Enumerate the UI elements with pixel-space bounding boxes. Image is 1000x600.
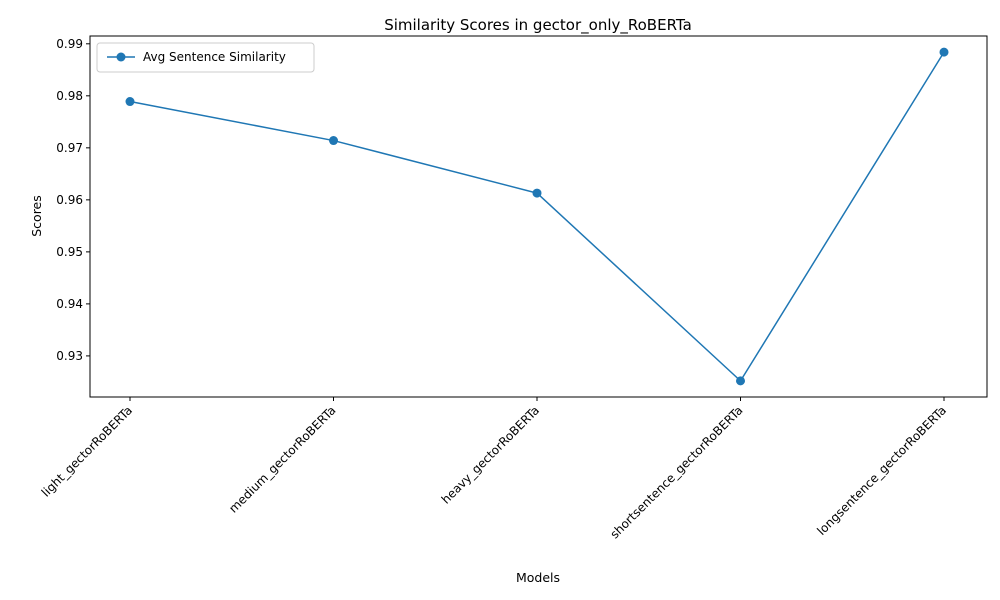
x-tick-label: shortsentence_gectorRoBERTa — [607, 403, 745, 541]
y-tick-label: 0.96 — [56, 193, 83, 207]
y-axis-ticks: 0.93 0.94 0.95 0.96 0.97 0.98 0.99 — [56, 37, 90, 363]
x-tick-label: longsentence_gectorRoBERTa — [814, 403, 949, 538]
x-axis-label: Models — [516, 570, 560, 585]
data-point — [939, 47, 949, 57]
x-axis-ticks: light_gectorRoBERTa medium_gectorRoBERTa h… — [39, 397, 949, 541]
y-axis-label: Scores — [29, 195, 44, 237]
data-point — [532, 188, 542, 198]
y-tick-label: 0.95 — [56, 245, 83, 259]
legend-series-label: Avg Sentence Similarity — [143, 50, 286, 64]
y-tick-label: 0.94 — [56, 297, 83, 311]
y-tick-label: 0.93 — [56, 349, 83, 363]
data-point — [736, 376, 745, 386]
y-tick-label: 0.98 — [56, 89, 83, 103]
plot-area-frame — [89, 35, 988, 398]
legend: Avg Sentence Similarity — [96, 42, 315, 73]
x-tick-label: light_gectorRoBERTa — [39, 403, 135, 499]
series-line — [129, 51, 945, 382]
x-tick-label: medium_gectorRoBERTa — [226, 403, 338, 515]
data-point — [329, 136, 338, 146]
y-tick-label: 0.99 — [56, 37, 83, 51]
series-layer — [125, 47, 949, 386]
x-tick-label: heavy_gectorRoBERTa — [439, 403, 542, 506]
legend-series-marker — [116, 52, 126, 62]
legend-box — [96, 42, 315, 73]
chart-title: Similarity Scores in gector_only_RoBERTa — [384, 16, 692, 35]
y-tick-label: 0.97 — [56, 141, 83, 155]
data-point — [125, 97, 135, 107]
